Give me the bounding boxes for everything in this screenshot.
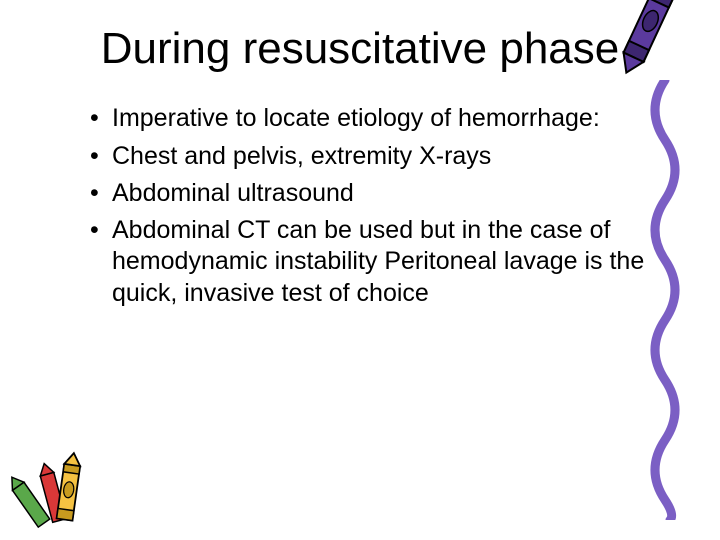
- slide-title: During resuscitative phase: [60, 25, 660, 73]
- crayon-decoration-bottom: [5, 445, 115, 535]
- list-item: Imperative to locate etiology of hemorrh…: [90, 103, 660, 134]
- list-item: Abdominal ultrasound: [90, 178, 660, 209]
- crayon-group-icon: [5, 445, 115, 535]
- crayon-purple-icon: [605, 0, 685, 85]
- list-item: Chest and pelvis, extremity X-rays: [90, 141, 660, 172]
- list-item: Abdominal CT can be used but in the case…: [90, 215, 660, 309]
- crayon-decoration-top: [605, 0, 685, 85]
- bullet-list: Imperative to locate etiology of hemorrh…: [60, 103, 660, 309]
